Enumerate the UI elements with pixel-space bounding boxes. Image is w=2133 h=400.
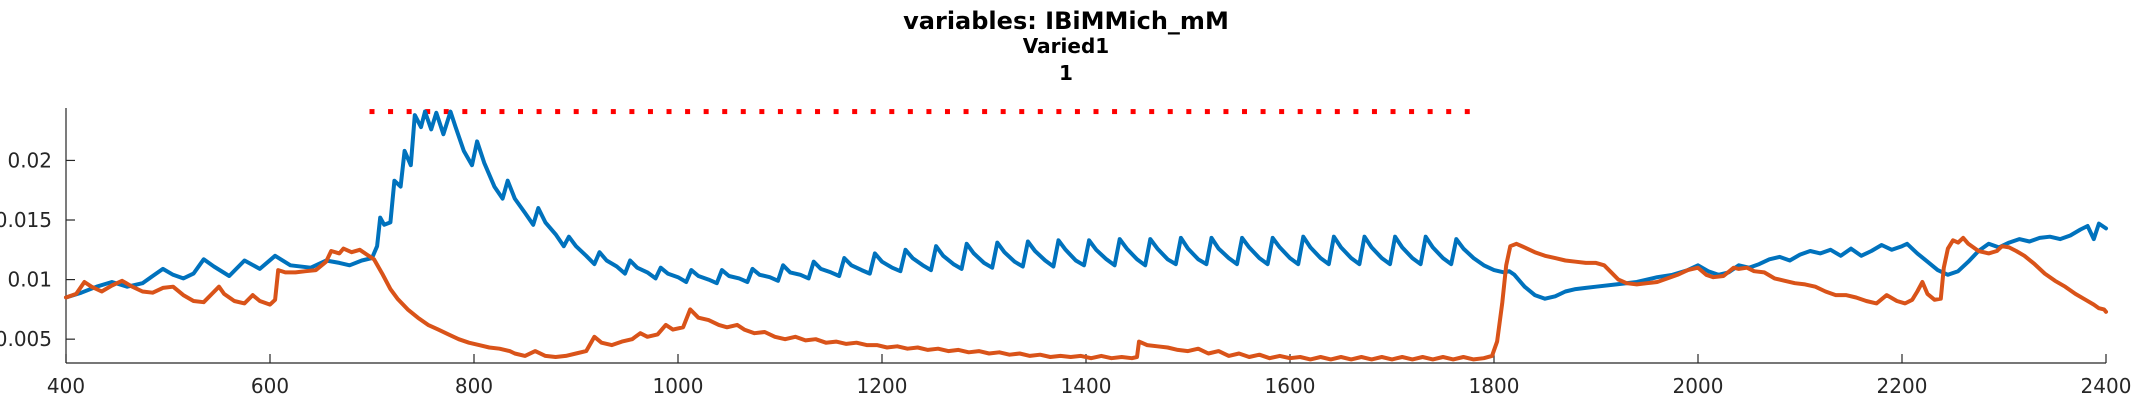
- stimulus-marker: [499, 109, 505, 115]
- stimulus-marker: [1186, 109, 1192, 115]
- stimulus-marker: [425, 109, 431, 115]
- title-block: variables: IBiMMich_mM Varied1 1: [903, 7, 1229, 85]
- stimulus-marker: [852, 109, 858, 115]
- series-group: [64, 109, 2108, 362]
- stimulus-marker: [1223, 109, 1229, 115]
- stimulus-marker: [1167, 109, 1173, 115]
- stimulus-marker: [1112, 109, 1118, 115]
- chart-subtitle-2: 1: [1059, 61, 1073, 85]
- stimulus-marker: [1390, 109, 1396, 115]
- stimulus-marker: [722, 109, 728, 115]
- stimulus-marker: [1056, 109, 1062, 115]
- stimulus-marker: [833, 109, 839, 115]
- stimulus-marker: [1130, 109, 1136, 115]
- x-tick-label: 2400: [2081, 374, 2132, 398]
- stimulus-marker: [1316, 109, 1322, 115]
- stimulus-marker: [388, 109, 394, 115]
- stimulus-marker: [1371, 109, 1377, 115]
- stimulus-marker: [759, 109, 765, 115]
- stimulus-marker: [963, 109, 969, 115]
- stimulus-marker: [982, 109, 988, 115]
- x-tick-label: 1400: [1061, 374, 1112, 398]
- stimulus-marker: [796, 109, 802, 115]
- stimulus-markers: [369, 109, 1470, 115]
- stimulus-marker: [1074, 109, 1080, 115]
- stimulus-marker: [1019, 109, 1025, 115]
- x-tick-label: 600: [251, 374, 289, 398]
- stimulus-marker: [685, 109, 691, 115]
- stimulus-marker: [1149, 109, 1155, 115]
- x-tick-label: 1200: [857, 374, 908, 398]
- x-tick-label: 2200: [1877, 374, 1928, 398]
- stimulus-marker: [573, 109, 579, 115]
- stimulus-marker: [536, 109, 542, 115]
- stimulus-marker: [1093, 109, 1099, 115]
- stimulus-marker: [610, 109, 616, 115]
- stimulus-marker: [740, 109, 746, 115]
- stimulus-marker: [647, 109, 653, 115]
- stimulus-marker: [944, 109, 950, 115]
- stimulus-marker: [1000, 109, 1006, 115]
- stimulus-marker: [629, 109, 635, 115]
- series-line-2: [64, 235, 2108, 362]
- stimulus-marker: [369, 109, 375, 115]
- chart-subtitle-1: Varied1: [1023, 34, 1109, 58]
- stimulus-marker: [1409, 109, 1415, 115]
- stimulus-marker: [926, 109, 932, 115]
- stimulus-marker: [462, 109, 468, 115]
- x-tick-label: 400: [47, 374, 85, 398]
- stimulus-marker: [555, 109, 561, 115]
- stimulus-marker: [480, 109, 486, 115]
- x-tick-label: 1600: [1265, 374, 1316, 398]
- stimulus-marker: [815, 109, 821, 115]
- series-line-1: [64, 109, 2108, 301]
- stimulus-marker: [1353, 109, 1359, 115]
- stimulus-marker: [1297, 109, 1303, 115]
- stimulus-marker: [777, 109, 783, 115]
- x-tick-label: 800: [455, 374, 493, 398]
- y-tick-label: 0.02: [7, 148, 52, 172]
- x-tick-label: 1000: [653, 374, 704, 398]
- stimulus-marker: [703, 109, 709, 115]
- stimulus-marker: [870, 109, 876, 115]
- stimulus-marker: [1279, 109, 1285, 115]
- stimulus-marker: [889, 109, 895, 115]
- x-tick-label: 2000: [1673, 374, 1724, 398]
- stimulus-marker: [1242, 109, 1248, 115]
- stimulus-marker: [518, 109, 524, 115]
- stimulus-marker: [666, 109, 672, 115]
- stimulus-marker: [1446, 109, 1452, 115]
- stimulus-marker: [1464, 109, 1470, 115]
- chart-title: variables: IBiMMich_mM: [903, 7, 1229, 35]
- y-tick-label: 0.015: [0, 208, 52, 232]
- stimulus-marker: [1037, 109, 1043, 115]
- axes: 400 600 800 1000 1200 1400 1600 1800 2000 2200 240…: [0, 108, 2131, 398]
- stimulus-marker: [1260, 109, 1266, 115]
- stimulus-marker: [907, 109, 913, 115]
- stimulus-marker: [592, 109, 598, 115]
- stimulus-marker: [1427, 109, 1433, 115]
- stimulus-marker: [443, 109, 449, 115]
- y-tick-label: 0.01: [7, 268, 52, 292]
- x-tick-label: 1800: [1469, 374, 1520, 398]
- stimulus-marker: [406, 109, 412, 115]
- stimulus-marker: [1334, 109, 1340, 115]
- y-tick-label: 0.005: [0, 327, 52, 351]
- stimulus-marker: [1204, 109, 1210, 115]
